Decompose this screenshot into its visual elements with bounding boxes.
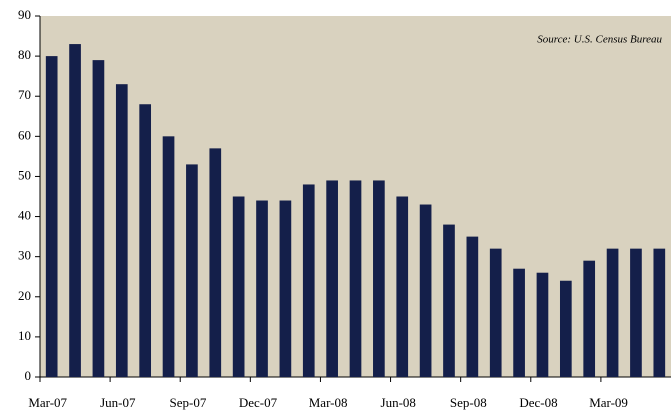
bar	[583, 260, 596, 377]
bar	[279, 200, 292, 377]
bar	[302, 184, 315, 377]
y-tick-label: 60	[18, 127, 31, 142]
bar	[373, 180, 385, 377]
bar	[92, 60, 105, 377]
bar	[653, 248, 666, 377]
bar	[45, 56, 58, 377]
x-tick-label: Jun-07	[100, 395, 136, 410]
y-tick-label: 80	[18, 47, 31, 62]
bar	[162, 136, 175, 377]
x-tick-label: Sep-07	[169, 395, 206, 410]
y-tick-label: 50	[18, 167, 31, 182]
bar	[256, 200, 268, 377]
bar	[139, 104, 152, 377]
bar	[606, 248, 619, 377]
x-tick-label: Jun-08	[381, 395, 416, 410]
bar	[232, 196, 245, 377]
bar	[443, 224, 455, 377]
y-tick-label: 0	[25, 368, 32, 383]
x-tick-label: Sep-08	[450, 395, 487, 410]
y-tick-label: 70	[18, 87, 31, 102]
y-tick-label: 40	[18, 208, 31, 223]
bar	[513, 268, 525, 377]
bar	[419, 204, 432, 377]
y-tick-label: 90	[18, 7, 31, 22]
bar	[630, 248, 642, 377]
y-tick-label: 20	[18, 288, 31, 303]
bar	[115, 84, 128, 377]
x-tick-label: Dec-08	[519, 395, 557, 410]
bar	[326, 180, 338, 377]
bar	[559, 280, 572, 377]
x-tick-label: Mar-09	[589, 395, 628, 410]
y-tick-label: 10	[18, 328, 31, 343]
bar	[396, 196, 409, 377]
x-tick-label: Mar-08	[309, 395, 348, 410]
bar	[186, 164, 198, 377]
annotation: Source: U.S. Census Bureau	[537, 34, 662, 46]
bar	[349, 180, 362, 377]
bar	[489, 248, 502, 377]
bar	[69, 44, 81, 377]
x-tick-label: Dec-07	[239, 395, 278, 410]
y-tick-label: 30	[18, 248, 31, 263]
bar	[536, 272, 549, 377]
bar	[466, 236, 479, 377]
bar	[209, 148, 222, 377]
x-tick-label: Mar-07	[28, 395, 67, 410]
